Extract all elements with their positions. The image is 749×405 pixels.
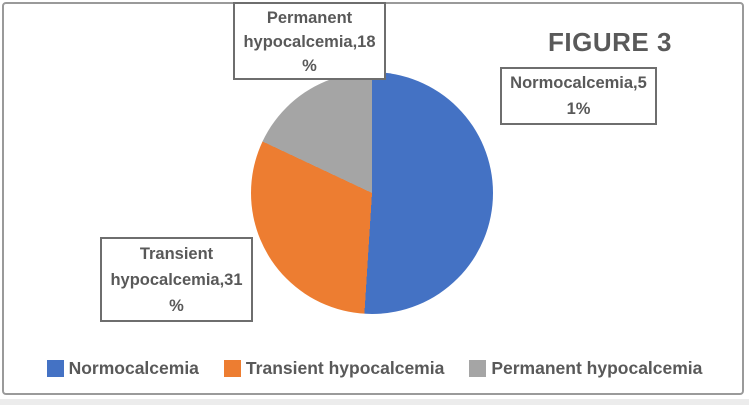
legend: Normocalcemia Transient hypocalcemia Per… bbox=[0, 358, 749, 379]
data-label-line: Transient bbox=[139, 245, 214, 263]
legend-swatch-orange bbox=[223, 360, 241, 377]
legend-label: Transient hypocalcemia bbox=[245, 358, 445, 378]
legend-label: Normocalcemia bbox=[68, 358, 199, 378]
data-label-line: Normocalcemia,5 bbox=[510, 74, 647, 92]
data-label-transient-hypocalcemia: Transient hypocalcemia,31 % bbox=[100, 237, 253, 322]
figure-title: FIGURE 3 bbox=[548, 27, 672, 57]
legend-swatch-gray bbox=[469, 360, 487, 377]
bottom-strip bbox=[0, 399, 749, 405]
data-label-line: % bbox=[302, 57, 317, 75]
legend-item-normocalcemia: Normocalcemia bbox=[46, 358, 199, 379]
pie-chart bbox=[251, 72, 493, 314]
data-label-line: hypocalcemia,18 bbox=[243, 33, 376, 51]
data-label-line: Permanent bbox=[266, 9, 353, 27]
data-label-line: % bbox=[169, 297, 184, 315]
legend-item-transient-hypocalcemia: Transient hypocalcemia bbox=[223, 358, 445, 379]
data-label-normocalcemia: Normocalcemia,5 1% bbox=[500, 67, 657, 125]
legend-label: Permanent hypocalcemia bbox=[491, 358, 703, 378]
data-label-permanent-hypocalcemia: Permanent hypocalcemia,18 % bbox=[233, 2, 386, 80]
data-label-line: hypocalcemia,31 bbox=[110, 271, 243, 289]
legend-swatch-blue bbox=[46, 360, 64, 377]
legend-item-permanent-hypocalcemia: Permanent hypocalcemia bbox=[469, 358, 702, 379]
data-label-line: 1% bbox=[566, 100, 591, 118]
